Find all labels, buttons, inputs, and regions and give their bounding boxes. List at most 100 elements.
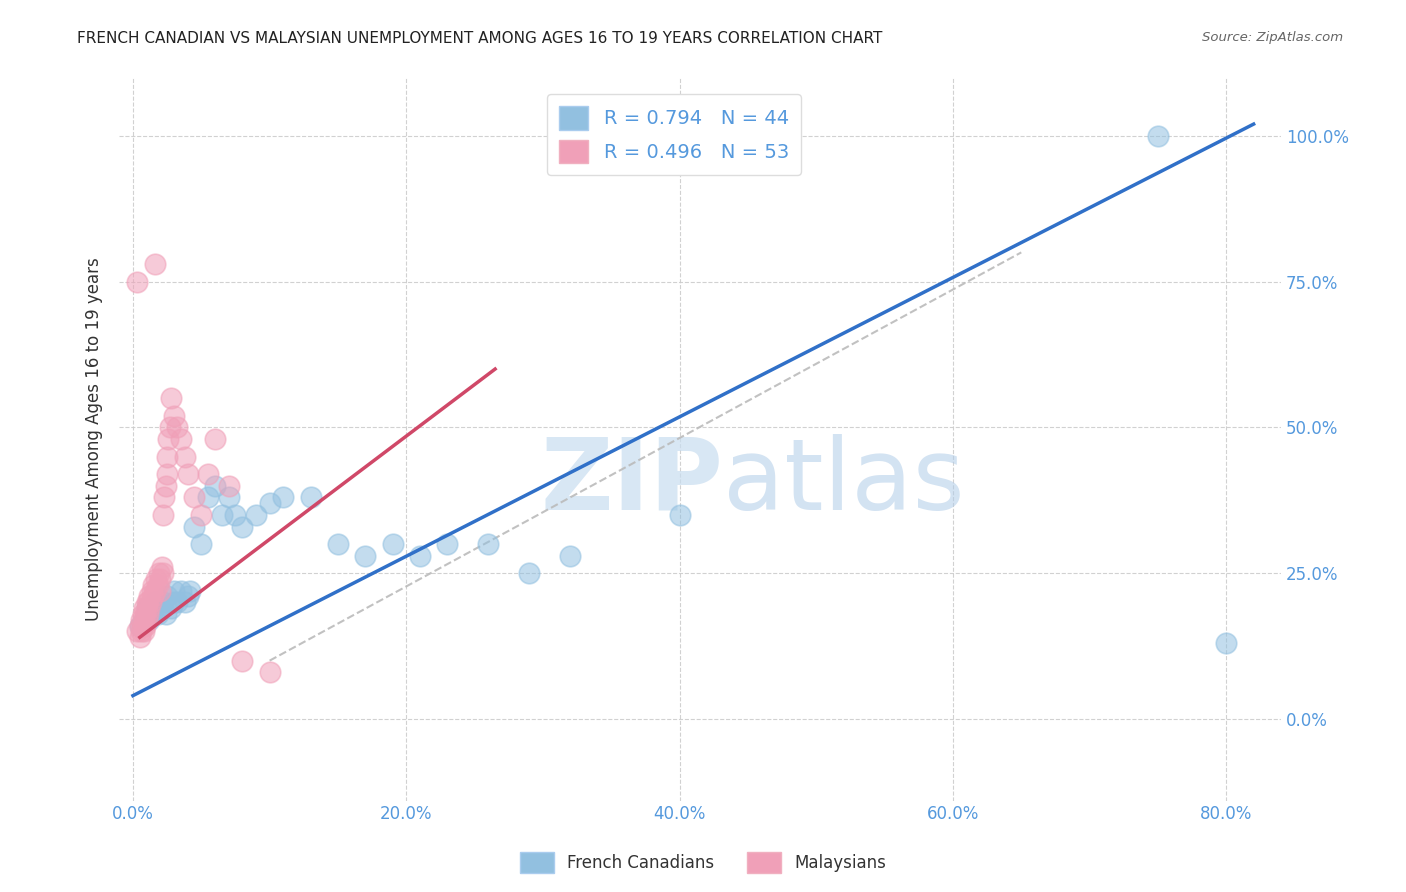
Point [142, 578, 165, 592]
Point [129, 624, 152, 639]
Point [299, 491, 322, 505]
Point [142, 590, 165, 604]
Point [141, 583, 163, 598]
Point [149, 583, 172, 598]
Point [259, 665, 281, 680]
Point [135, 613, 157, 627]
Point [136, 595, 159, 609]
Point [259, 496, 281, 510]
Point [179, 583, 201, 598]
Point [354, 549, 377, 563]
Point [173, 595, 195, 609]
Point [197, 491, 219, 505]
Text: FRENCH CANADIAN VS MALAYSIAN UNEMPLOYMENT AMONG AGES 16 TO 19 YEARS CORRELATION : FRENCH CANADIAN VS MALAYSIAN UNEMPLOYMEN… [77, 31, 883, 46]
Point [231, 654, 253, 668]
Text: ZIP: ZIP [540, 434, 723, 531]
Point [132, 624, 155, 639]
Point [271, 491, 294, 505]
Point [381, 537, 404, 551]
Point [157, 432, 180, 446]
Point [170, 583, 193, 598]
Point [204, 478, 226, 492]
Point [125, 275, 148, 289]
Point [197, 467, 219, 481]
Point [131, 618, 153, 632]
Point [176, 590, 198, 604]
Point [135, 601, 157, 615]
Point [132, 613, 155, 627]
Point [190, 537, 212, 551]
Point [143, 583, 166, 598]
Point [143, 257, 166, 271]
Point [218, 491, 240, 505]
Point [149, 601, 172, 615]
Point [156, 450, 179, 464]
Point [409, 549, 432, 563]
Legend: French Canadians, Malaysians: French Canadians, Malaysians [513, 846, 893, 880]
Point [155, 478, 177, 492]
Point [204, 432, 226, 446]
Point [211, 508, 233, 522]
Point [139, 595, 162, 609]
Point [134, 607, 156, 621]
Y-axis label: Unemployment Among Ages 16 to 19 years: Unemployment Among Ages 16 to 19 years [86, 257, 103, 621]
Point [132, 613, 155, 627]
Point [135, 595, 157, 609]
Point [163, 583, 186, 598]
Point [128, 630, 150, 644]
Point [145, 572, 167, 586]
Point [152, 595, 174, 609]
Point [218, 478, 240, 492]
Point [176, 467, 198, 481]
Point [132, 601, 155, 615]
Point [135, 601, 157, 615]
Point [160, 601, 183, 615]
Legend: R = 0.794   N = 44, R = 0.496   N = 53: R = 0.794 N = 44, R = 0.496 N = 53 [547, 95, 800, 175]
Point [146, 607, 169, 621]
Point [138, 601, 160, 615]
Point [135, 607, 157, 621]
Text: atlas: atlas [723, 434, 965, 531]
Point [245, 508, 267, 522]
Point [129, 613, 152, 627]
Point [163, 595, 186, 609]
Point [153, 491, 176, 505]
Point [436, 537, 458, 551]
Point [148, 566, 170, 581]
Point [477, 537, 499, 551]
Point [155, 607, 177, 621]
Point [146, 578, 169, 592]
Point [668, 508, 690, 522]
Point [136, 607, 159, 621]
Point [138, 613, 160, 627]
Point [1215, 636, 1237, 650]
Point [160, 391, 183, 405]
Point [517, 566, 540, 581]
Point [224, 508, 246, 522]
Point [141, 607, 163, 621]
Point [128, 618, 150, 632]
Point [149, 572, 172, 586]
Text: Source: ZipAtlas.com: Source: ZipAtlas.com [1202, 31, 1343, 45]
Point [159, 420, 181, 434]
Point [152, 508, 174, 522]
Point [183, 491, 205, 505]
Point [190, 508, 212, 522]
Point [166, 420, 188, 434]
Point [150, 560, 173, 574]
Point [156, 590, 179, 604]
Point [170, 432, 193, 446]
Point [134, 618, 156, 632]
Point [326, 537, 349, 551]
Point [166, 595, 188, 609]
Point [560, 549, 582, 563]
Point [128, 618, 150, 632]
Point [1147, 128, 1170, 143]
Point [231, 519, 253, 533]
Point [173, 450, 195, 464]
Point [163, 409, 186, 423]
Point [131, 607, 153, 621]
Point [183, 519, 205, 533]
Point [156, 467, 179, 481]
Point [143, 595, 166, 609]
